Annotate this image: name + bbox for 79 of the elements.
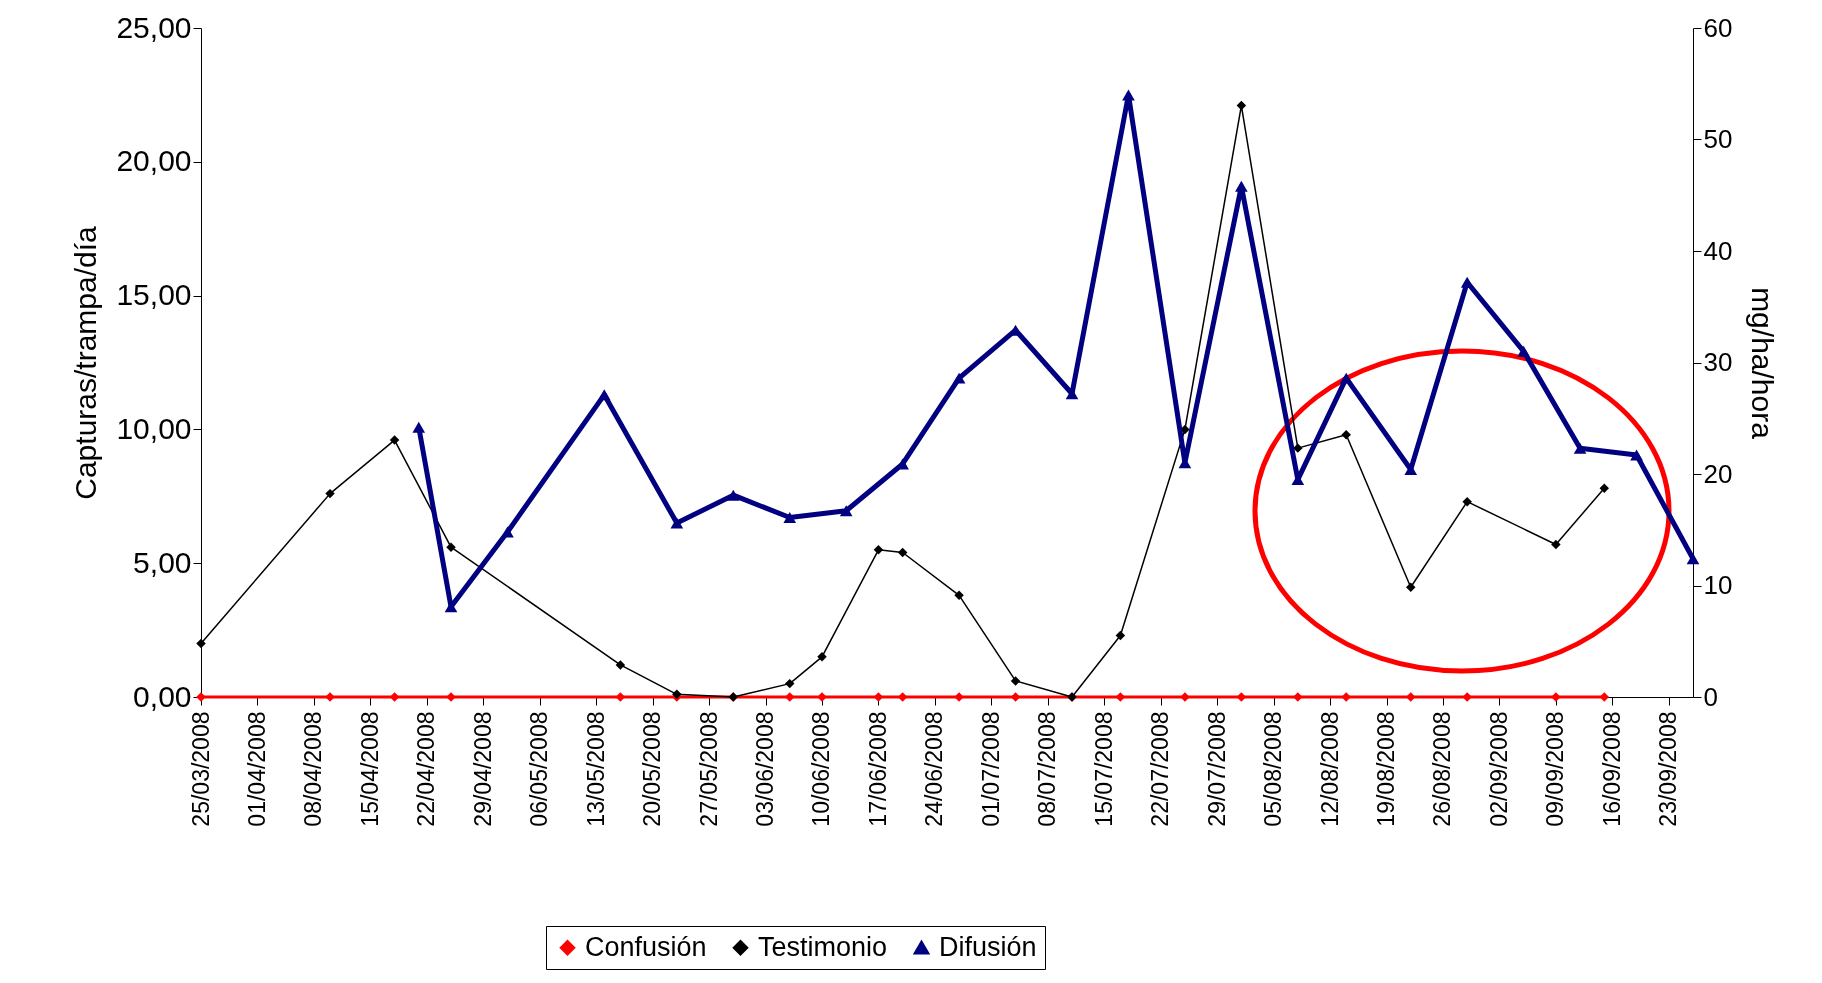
point	[1460, 276, 1474, 288]
y2-tick-label: 60	[1703, 12, 1733, 43]
point	[1235, 180, 1248, 192]
point	[1293, 443, 1303, 453]
point	[1115, 630, 1126, 641]
x-tick-label: 02/09/2008	[1485, 711, 1512, 827]
y2-axis-title: mg/ha/hora	[1746, 287, 1780, 440]
y2-tick-label: 30	[1703, 347, 1733, 377]
point	[873, 545, 884, 555]
x-tick-label: 22/07/2008	[1147, 711, 1174, 827]
legend-label: Testimonio	[758, 931, 888, 962]
y-tick-label: 10,00	[116, 411, 192, 445]
x-tick-label: 20/05/2008	[639, 711, 666, 827]
x-tick-label: 26/08/2008	[1429, 711, 1456, 827]
y2-tick-label: 20	[1703, 458, 1733, 489]
point	[1341, 430, 1351, 440]
x-tick-label: 06/05/2008	[526, 711, 553, 827]
point	[726, 489, 740, 501]
point	[954, 590, 964, 601]
x-tick-label: 16/09/2008	[1598, 711, 1625, 827]
x-tick-label: 08/07/2008	[1034, 711, 1061, 827]
point	[1236, 100, 1247, 111]
x-tick-label: 23/09/2008	[1655, 711, 1682, 827]
x-tick-label: 09/09/2008	[1542, 711, 1569, 827]
legend-label: Confusión	[585, 931, 707, 962]
point	[1339, 372, 1353, 384]
x-tick-label: 22/04/2008	[413, 711, 440, 827]
x-tick-label: 19/08/2008	[1373, 711, 1400, 827]
point	[1122, 89, 1135, 101]
x-tick-label: 01/04/2008	[243, 711, 270, 827]
x-tick-label: 08/04/2008	[300, 711, 327, 827]
x-tick-label: 01/07/2008	[977, 711, 1004, 827]
point	[615, 660, 626, 670]
point	[597, 389, 611, 401]
point	[1462, 496, 1472, 507]
y2-tick-label: 0	[1703, 681, 1718, 712]
point	[1551, 539, 1561, 550]
y-tick-label: 25,00	[116, 10, 192, 44]
x-tick-label: 29/07/2008	[1203, 711, 1230, 827]
x-tick-label: 15/07/2008	[1090, 711, 1117, 827]
y2-tick-label: 40	[1703, 235, 1733, 266]
point	[1630, 449, 1643, 461]
point	[1599, 483, 1610, 494]
point	[1686, 553, 1700, 565]
y2-tick-label: 50	[1703, 124, 1733, 154]
y-tick-label: 15,00	[116, 278, 192, 312]
legend-label: Difusión	[939, 931, 1037, 962]
point	[1010, 676, 1021, 686]
x-tick-label: 13/05/2008	[582, 711, 609, 827]
x-tick-label: 17/06/2008	[864, 711, 891, 827]
point	[325, 488, 335, 499]
x-tick-label: 29/04/2008	[469, 711, 496, 827]
point	[1517, 345, 1530, 357]
point	[1573, 442, 1587, 454]
x-tick-label: 12/08/2008	[1316, 711, 1343, 827]
y-tick-label: 0,00	[133, 679, 192, 713]
point	[839, 505, 853, 517]
x-tick-label: 25/03/2008	[187, 711, 214, 827]
y-axis-title: Capturas/trampa/día	[69, 225, 103, 500]
x-tick-label: 03/06/2008	[752, 711, 779, 827]
x-tick-label: 24/06/2008	[921, 711, 948, 827]
x-tick-label: 15/04/2008	[356, 711, 383, 827]
x-tick-label: 27/05/2008	[695, 711, 722, 827]
point	[897, 547, 908, 558]
point	[412, 421, 426, 433]
point	[1599, 692, 1610, 702]
point	[1405, 582, 1416, 593]
point	[784, 678, 795, 689]
point	[670, 517, 684, 529]
point	[196, 638, 206, 649]
point	[783, 512, 797, 523]
point	[389, 435, 400, 445]
y-tick-label: 20,00	[116, 144, 192, 178]
y2-tick-label: 10	[1703, 570, 1733, 600]
point	[501, 526, 514, 538]
point	[952, 372, 966, 384]
y-tick-label: 5,00	[133, 545, 192, 579]
x-tick-label: 05/08/2008	[1260, 711, 1287, 827]
x-tick-label: 10/06/2008	[808, 711, 835, 827]
